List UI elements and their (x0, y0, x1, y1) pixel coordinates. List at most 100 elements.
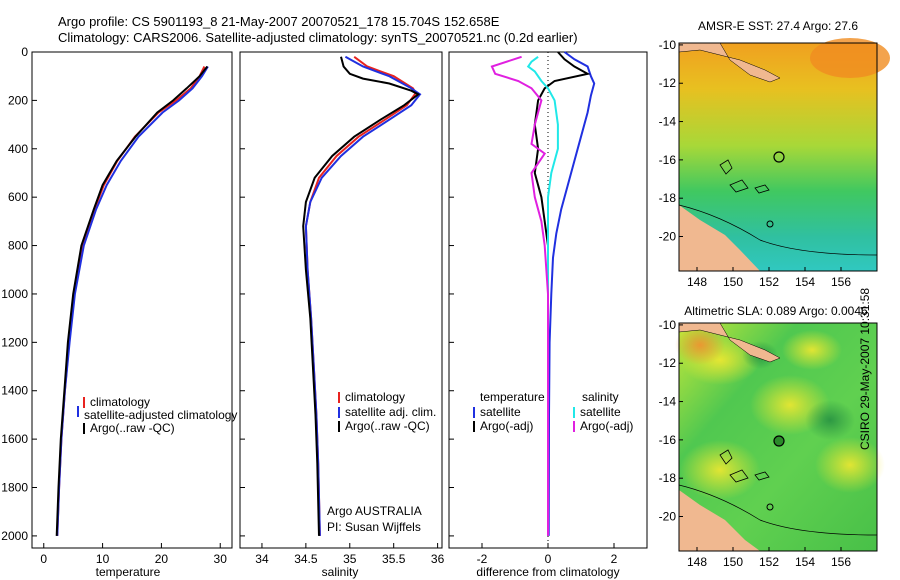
temperature-xlabel: temperature (96, 565, 161, 579)
sla-land-australia (679, 490, 760, 551)
legend-sal-satellite: satellite (580, 405, 621, 419)
figure-title-line2: Climatology: CARS2006. Satellite-adjuste… (58, 30, 578, 45)
pi-label: PI: Susan Wijffels (327, 520, 421, 534)
y-tick-label: 1200 (1, 335, 28, 349)
y-tick-label: 800 (8, 239, 28, 253)
map-y-tick-label: -10 (659, 318, 677, 332)
sla-low-patch (805, 400, 855, 440)
map-y-tick-label: -12 (659, 76, 677, 90)
legend-temperature-header: temperature (480, 390, 545, 404)
y-tick-label: 200 (8, 93, 28, 107)
sst-float-marker (773, 151, 785, 163)
map-x-tick-label: 156 (831, 275, 851, 289)
series-line-salinity-argo-adj- (490, 55, 549, 536)
x-tick-label: -2 (477, 552, 488, 566)
sst-land-png (678, 42, 781, 83)
sst-reef-contours (719, 159, 770, 194)
map-x-tick-label: 154 (795, 275, 815, 289)
legend-sal-argo: Argo(-adj) (580, 419, 633, 433)
x-tick-label: 20 (155, 552, 169, 566)
sst-warm-patch (810, 38, 890, 78)
sla-map-title: Altimetric SLA: 0.089 Argo: 0.0046 (684, 304, 868, 318)
sla-bathymetry-contour (678, 484, 878, 536)
salinity-axes-frame (239, 51, 443, 549)
map-x-tick-label: 154 (795, 555, 815, 569)
legend-salinity-header: salinity (582, 390, 619, 404)
sla-reef-contours (719, 449, 770, 483)
salinity-panel: 34 34.5 35 35.5 36 salinity climatology sate… (239, 51, 445, 579)
map-y-tick-label: -12 (659, 356, 677, 370)
x-tick-label: 0 (545, 552, 552, 566)
map-x-tick-label: 152 (759, 555, 779, 569)
x-tick-label: 0 (40, 552, 47, 566)
x-tick-label: 34 (255, 552, 269, 566)
map-y-tick-label: -20 (659, 230, 677, 244)
map-y-tick-label: -14 (659, 395, 677, 409)
legend-climatology: climatology (345, 390, 405, 404)
series-line-satellite-adjusted-climatology (56, 65, 209, 536)
x-tick-label: 36 (431, 552, 445, 566)
salinity-legend: climatology satellite adj. clim. Argo(..… (338, 390, 436, 433)
sla-high-patch (815, 437, 885, 493)
sla-map: Altimetric SLA: 0.089 Argo: 0.0046 148 15… (659, 304, 885, 569)
legend-temp-satellite: satellite (480, 405, 521, 419)
map-x-tick-label: 150 (723, 555, 743, 569)
map-x-tick-label: 148 (687, 555, 707, 569)
legend-temp-argo: Argo(-adj) (480, 419, 533, 433)
series-line-argo-raw-qc- (55, 65, 209, 536)
map-x-tick-label: 150 (723, 275, 743, 289)
difference-xlabel: difference from climatology (476, 565, 619, 579)
map-y-tick-label: -18 (659, 191, 677, 205)
x-tick-label: 34.5 (294, 552, 318, 566)
sst-map-title: AMSR-E SST: 27.4 Argo: 27.6 (698, 19, 858, 33)
map-x-tick-label: 148 (687, 275, 707, 289)
y-tick-label: 1000 (1, 287, 28, 301)
map-y-tick-label: -20 (659, 510, 677, 524)
sla-float-marker (773, 435, 785, 447)
temperature-panel: 0 10 20 30 0 200 400 600 800 1000 1200 1400 1600 1800… (1, 45, 237, 579)
x-tick-label: 2 (611, 552, 618, 566)
sla-map-frame (678, 322, 878, 552)
map-y-tick-label: -18 (659, 471, 677, 485)
x-tick-label: 35 (343, 552, 357, 566)
y-tick-label: 1600 (1, 432, 28, 446)
sla-very-high-patch (675, 325, 725, 365)
x-tick-label: 30 (214, 552, 228, 566)
sst-land-australia (679, 205, 760, 271)
y-tick-label: 600 (8, 190, 28, 204)
sst-map: AMSR-E SST: 27.4 Argo: 27.6 148 150 152 154… (659, 19, 890, 289)
salinity-xlabel: salinity (322, 565, 359, 579)
difference-legend: temperature satellite Argo(-adj) salinit… (473, 390, 633, 433)
program-label: Argo AUSTRALIA (327, 504, 422, 518)
y-tick-label: 1400 (1, 384, 28, 398)
y-tick-label: 400 (8, 142, 28, 156)
map-y-tick-label: -10 (659, 38, 677, 52)
series-line-climatology (304, 55, 417, 536)
sla-reef-dot (766, 503, 774, 511)
figure-title-line1: Argo profile: CS 5901193_8 21-May-2007 2… (58, 14, 500, 29)
y-tick-label: 1800 (1, 481, 28, 495)
temperature-axes-frame (31, 51, 233, 549)
legend-argo: Argo(..raw -QC) (345, 419, 430, 433)
series-line-temperature-satellite (547, 51, 596, 536)
sst-reef-dot (766, 220, 774, 228)
sla-land-png (678, 322, 781, 363)
map-x-tick-label: 152 (759, 275, 779, 289)
legend-satellite-adj: satellite adj. clim. (345, 405, 436, 419)
sst-map-frame (678, 42, 878, 272)
x-tick-label: 10 (96, 552, 110, 566)
difference-panel: -2 0 2 difference from climatology tempera… (448, 51, 648, 579)
series-line-argo-raw-qc- (302, 56, 421, 536)
map-y-tick-label: -14 (659, 115, 677, 129)
legend-satellite-adjusted: satellite-adjusted climatology (84, 408, 237, 422)
map-y-tick-label: -16 (659, 153, 677, 167)
sla-high-patch (680, 440, 760, 500)
sst-bathymetry-contour (678, 204, 878, 256)
series-line-salinity-satellite (526, 55, 559, 536)
series-line-climatology (56, 66, 206, 536)
map-x-tick-label: 156 (831, 555, 851, 569)
timestamp-stamp: CSIRO 29-May-2007 10:31:58 (858, 287, 872, 450)
series-line-satellite-adj-clim- (304, 55, 422, 536)
legend-climatology: climatology (90, 395, 150, 409)
y-tick-label: 2000 (1, 529, 28, 543)
